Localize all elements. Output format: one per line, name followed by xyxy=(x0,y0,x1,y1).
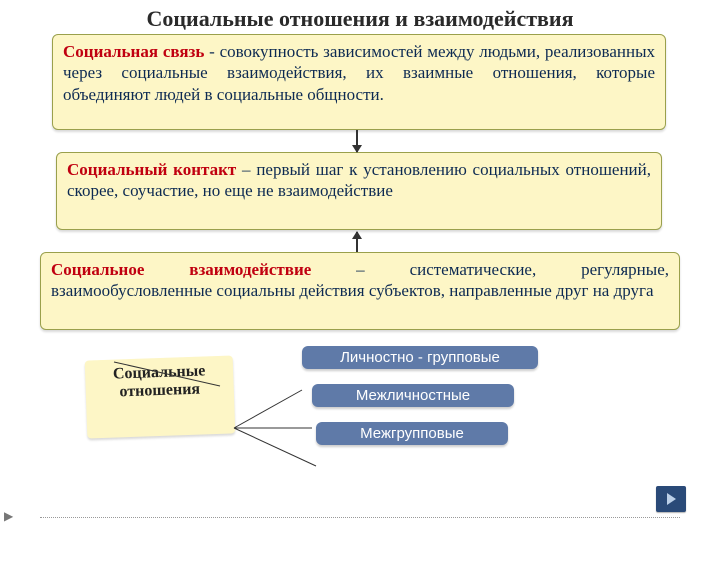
sep: – xyxy=(311,260,409,279)
definition-social-link: Социальная связь - совокупность зависимо… xyxy=(52,34,666,130)
term: Социальное взаимодействие xyxy=(51,260,311,279)
definition-social-contact: Социальный контакт – первый шаг к устано… xyxy=(56,152,662,230)
definition-social-interaction: Социальное взаимодействие – систематичес… xyxy=(40,252,680,330)
relations-label: Социальные отношения xyxy=(85,355,236,438)
term: Социальный контакт xyxy=(67,160,236,179)
arrow-down-icon xyxy=(356,130,358,152)
term: Социальная связь xyxy=(63,42,204,61)
next-button[interactable] xyxy=(656,486,686,512)
play-icon xyxy=(663,491,679,507)
sep: – xyxy=(236,160,256,179)
footer-divider xyxy=(40,517,680,518)
sep: - xyxy=(204,42,219,61)
relation-pill-personal-group: Личностно - групповые xyxy=(302,346,538,369)
relation-pill-intergroup: Межгрупповые xyxy=(316,422,508,445)
page-title: Социальные отношения и взаимодействия xyxy=(0,0,720,32)
bullet-icon: ▶ xyxy=(4,509,13,524)
arrow-up-icon xyxy=(356,232,358,252)
relation-pill-interpersonal: Межличностные xyxy=(312,384,514,407)
